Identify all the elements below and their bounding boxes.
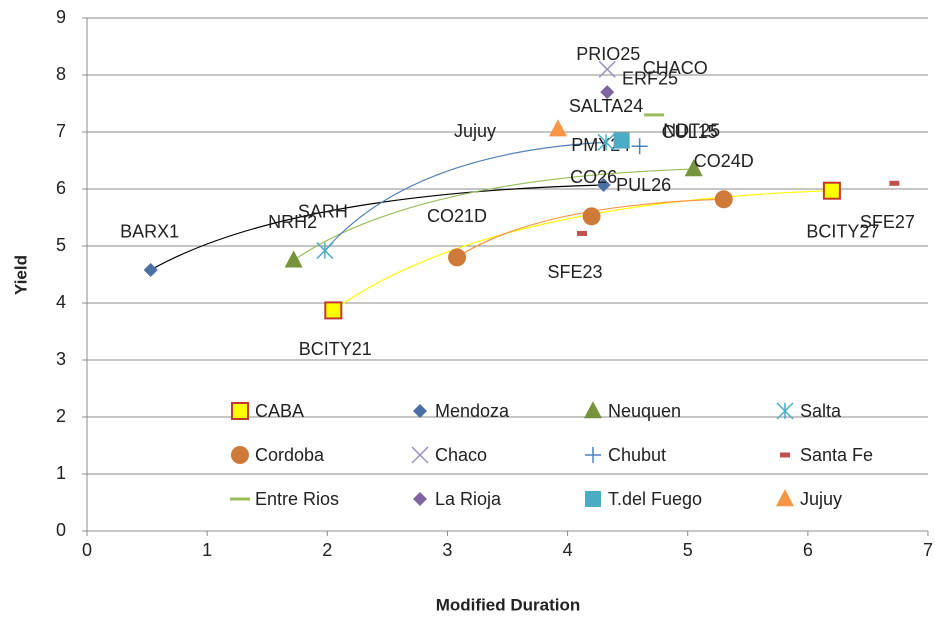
- legend-marker: [584, 401, 602, 419]
- point-label: CHACO: [643, 58, 708, 78]
- marker: [889, 180, 900, 186]
- x-axis-title: Modified Duration: [436, 595, 580, 614]
- legend-label: Chubut: [608, 445, 666, 465]
- marker: [143, 262, 158, 277]
- marker: [631, 138, 648, 155]
- legend-label: Salta: [800, 401, 842, 421]
- legend-label: Santa Fe: [800, 445, 873, 465]
- y-axis-title: Yield: [11, 255, 30, 295]
- y-tick-label: 1: [56, 463, 66, 483]
- point-label: BCITY21: [299, 339, 372, 359]
- marker: [324, 301, 343, 320]
- y-tick-label: 2: [56, 406, 66, 426]
- point-label: PRIO25: [576, 44, 640, 64]
- point-label: SALTA24: [569, 96, 643, 116]
- legend-marker: [413, 404, 427, 418]
- marker: [600, 85, 615, 100]
- marker: [582, 207, 601, 226]
- trend-line: [150, 184, 604, 271]
- marker: [597, 133, 615, 151]
- legend-marker: [776, 402, 794, 420]
- legend-label: Chaco: [435, 445, 487, 465]
- y-tick-label: 5: [56, 235, 66, 255]
- y-tick-label: 0: [56, 520, 66, 540]
- x-tick-label: 2: [322, 540, 332, 560]
- trend-line: [332, 190, 832, 311]
- marker: [548, 119, 567, 137]
- point-label: SARH: [298, 201, 348, 221]
- point-label: NRH2: [268, 212, 317, 232]
- marker: [596, 178, 611, 193]
- point-label: SFE23: [547, 262, 602, 282]
- marker: [613, 132, 630, 149]
- marker: [822, 181, 841, 200]
- trend-line: [456, 198, 724, 258]
- marker: [316, 242, 334, 260]
- legend-marker: [776, 489, 794, 507]
- point-label: ERF25: [622, 69, 678, 89]
- legend-marker: [585, 491, 601, 507]
- point-label: BARX1: [120, 222, 179, 242]
- point-label: NDT25: [663, 120, 720, 140]
- x-tick-label: 6: [803, 540, 813, 560]
- point-label: BCITY27: [806, 221, 879, 241]
- legend-label: T.del Fuego: [608, 489, 702, 509]
- x-tick-label: 5: [683, 540, 693, 560]
- legend-marker: [585, 447, 601, 463]
- legend-marker: [231, 402, 249, 420]
- point-label: PUL26: [616, 175, 671, 195]
- legend-label: Neuquen: [608, 401, 681, 421]
- legend-label: CABA: [255, 401, 304, 421]
- legend-label: Jujuy: [800, 489, 842, 509]
- legend-marker: [230, 497, 250, 501]
- marker: [714, 190, 733, 209]
- marker: [598, 60, 616, 78]
- legend-label: La Rioja: [435, 489, 502, 509]
- y-tick-label: 7: [56, 121, 66, 141]
- point-label: SFE27: [860, 212, 915, 232]
- x-tick-label: 0: [82, 540, 92, 560]
- marker: [448, 248, 467, 267]
- y-tick-label: 3: [56, 349, 66, 369]
- y-tick-label: 9: [56, 7, 66, 27]
- x-tick-label: 4: [563, 540, 573, 560]
- marker: [644, 113, 665, 117]
- legend-label: Mendoza: [435, 401, 510, 421]
- y-tick-label: 6: [56, 178, 66, 198]
- trend-line: [324, 141, 607, 251]
- point-label: CUL15: [662, 122, 718, 142]
- legend-marker: [231, 446, 249, 464]
- legend-marker: [411, 446, 429, 464]
- y-tick-label: 4: [56, 292, 66, 312]
- point-label: CO24D: [694, 151, 754, 171]
- legend-label: Entre Rios: [255, 489, 339, 509]
- point-label: CO21D: [427, 206, 487, 226]
- marker: [684, 159, 703, 177]
- legend-marker: [780, 452, 790, 458]
- trend-line: [293, 168, 694, 261]
- marker: [576, 230, 587, 236]
- point-label: Jujuy: [454, 121, 496, 141]
- x-tick-label: 7: [923, 540, 933, 560]
- legend-label: Cordoba: [255, 445, 325, 465]
- marker: [284, 250, 303, 268]
- legend-marker: [413, 492, 427, 506]
- point-label: CO26: [570, 167, 617, 187]
- y-tick-label: 8: [56, 64, 66, 84]
- x-tick-label: 1: [202, 540, 212, 560]
- x-tick-label: 3: [442, 540, 452, 560]
